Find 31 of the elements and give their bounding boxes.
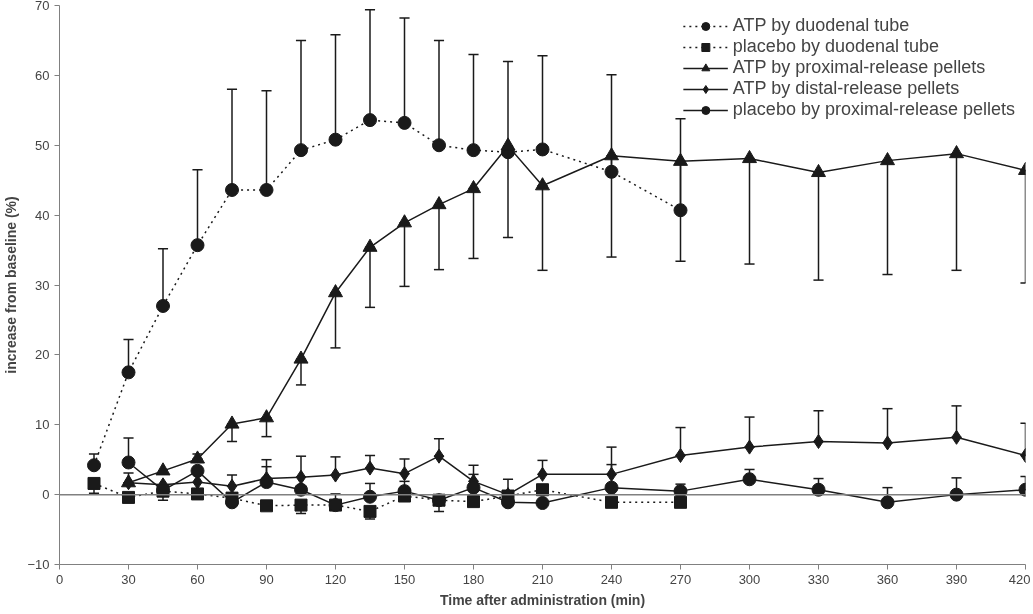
- x-tick-label: 60: [190, 571, 205, 587]
- x-tick-label: 210: [531, 571, 554, 587]
- legend-label: placebo by duodenal tube: [732, 36, 940, 57]
- x-tick-label: 150: [393, 571, 416, 587]
- y-axis-title: increase from baseline (%): [3, 196, 20, 374]
- x-tick-label: 270: [669, 571, 692, 587]
- x-tick-label: 360: [876, 571, 899, 587]
- x-tick-label: 120: [324, 571, 347, 587]
- legend-label: placebo by proximal-release pellets: [732, 99, 1015, 120]
- x-tick-label: 240: [600, 571, 623, 587]
- x-axis-title: Time after administration (min): [439, 591, 646, 608]
- y-tick-label: 10: [35, 417, 50, 433]
- x-tick-label: 180: [462, 571, 485, 587]
- y-tick-label: 70: [35, 0, 50, 13]
- x-tick-label: 390: [945, 571, 968, 587]
- x-tick-label: 330: [807, 571, 830, 587]
- x-tick-label: 90: [259, 571, 274, 587]
- y-tick-label: 60: [35, 67, 50, 83]
- legend-label: ATP by duodenal tube: [732, 15, 910, 36]
- y-tick-label: 50: [35, 137, 50, 153]
- x-tick-label: 420: [1008, 571, 1031, 587]
- x-tick-label: 0: [55, 571, 64, 587]
- y-tick-label: 0: [42, 487, 50, 503]
- legend-label: ATP by distal-release pellets: [732, 78, 960, 99]
- x-tick-label: 300: [738, 571, 761, 587]
- y-tick-label: 20: [35, 347, 50, 363]
- legend-label: ATP by proximal-release pellets: [732, 57, 986, 78]
- x-tick-label: 30: [121, 571, 136, 587]
- y-tick-label: −10: [27, 557, 50, 572]
- y-tick-label: 40: [35, 207, 50, 223]
- y-tick-label: 30: [35, 277, 50, 293]
